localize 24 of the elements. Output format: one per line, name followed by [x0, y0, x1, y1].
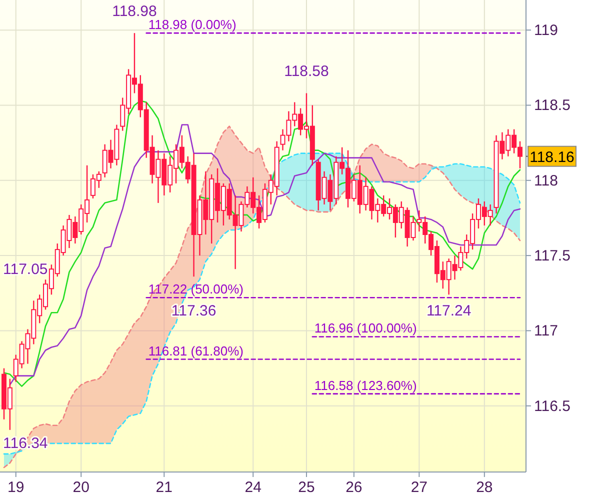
- y-tick-label: 119: [534, 22, 558, 40]
- y-tick-label: 118: [534, 172, 558, 190]
- annotation: 118.58: [284, 63, 329, 80]
- y-tick-label: 116.5: [534, 398, 570, 415]
- annotation: 116.58 (123.60%): [314, 378, 417, 393]
- text: 118.16: [530, 148, 574, 166]
- x-tick-label: 24: [244, 479, 262, 496]
- annotation: 117.24: [426, 302, 472, 320]
- annotation: 116.34: [3, 435, 48, 452]
- x-tick-label: 27: [410, 479, 428, 496]
- annotation: 117.22 (50.00%): [148, 282, 244, 297]
- x-tick-label: 28: [476, 479, 493, 496]
- annotation: 117.05: [3, 261, 48, 278]
- x-tick-label: 19: [8, 479, 24, 496]
- y-tick-label: 118.5: [534, 97, 570, 114]
- y-tick-label: 117: [534, 322, 558, 340]
- annotation: 116.96 (100.00%): [314, 320, 417, 336]
- annotation: 117.36: [171, 302, 216, 320]
- x-tick-label: 21: [156, 479, 172, 496]
- y-tick-label: 117.5: [534, 248, 570, 265]
- x-tick-label: 25: [298, 479, 315, 496]
- x-tick-label: 20: [72, 479, 90, 496]
- annotation: 116.81 (61.80%): [148, 343, 244, 358]
- x-tick-label: 26: [346, 479, 362, 496]
